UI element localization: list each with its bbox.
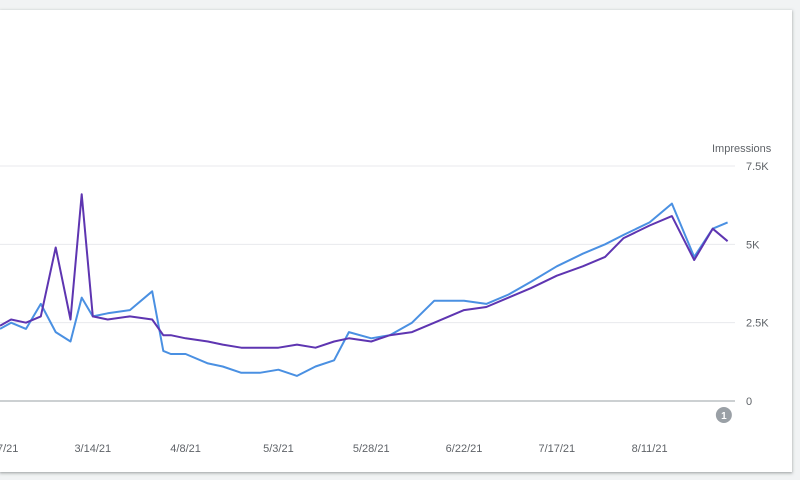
impressions-line-chart: 2/17/21 3/14/21 4/8/21 5/3/21 5/28/21 6/22/21… <box>0 143 772 455</box>
performance-chart-card: 2/17/21 3/14/21 4/8/21 5/3/21 5/28/21 6/22/21… <box>0 10 792 472</box>
x-tick-label: 3/14/21 <box>74 443 111 455</box>
y-tick-labels: 0 2.5K 5K 7.5K <box>746 161 769 408</box>
annotation-dot[interactable] <box>715 407 732 423</box>
x-tick-label: 5/28/21 <box>353 443 390 455</box>
y-tick-label: 2.5K <box>746 318 769 330</box>
y-tick-label: 7.5K <box>746 161 769 173</box>
y-tick-label: 0 <box>746 396 752 408</box>
series-line <box>0 202 728 377</box>
annotations[interactable]: 1 <box>715 407 732 423</box>
x-tick-label: 2/17/21 <box>0 443 18 455</box>
x-tick-label: 8/11/21 <box>632 443 668 455</box>
series-line <box>0 193 729 349</box>
x-tick-label: 6/22/21 <box>446 443 483 455</box>
y-tick-label: 5K <box>746 239 760 251</box>
x-tick-label: 7/17/21 <box>538 443 575 455</box>
gridlines <box>0 165 735 402</box>
y-axis-title: Impressions <box>712 143 772 155</box>
annotation-marker[interactable]: 1 <box>715 407 732 423</box>
x-tick-label: 5/3/21 <box>263 443 294 455</box>
annotation-label: 1 <box>721 411 727 422</box>
x-tick-label: 4/8/21 <box>170 443 201 455</box>
x-tick-labels: 2/17/21 3/14/21 4/8/21 5/3/21 5/28/21 6/22/21… <box>0 443 668 455</box>
series-group <box>0 193 729 377</box>
